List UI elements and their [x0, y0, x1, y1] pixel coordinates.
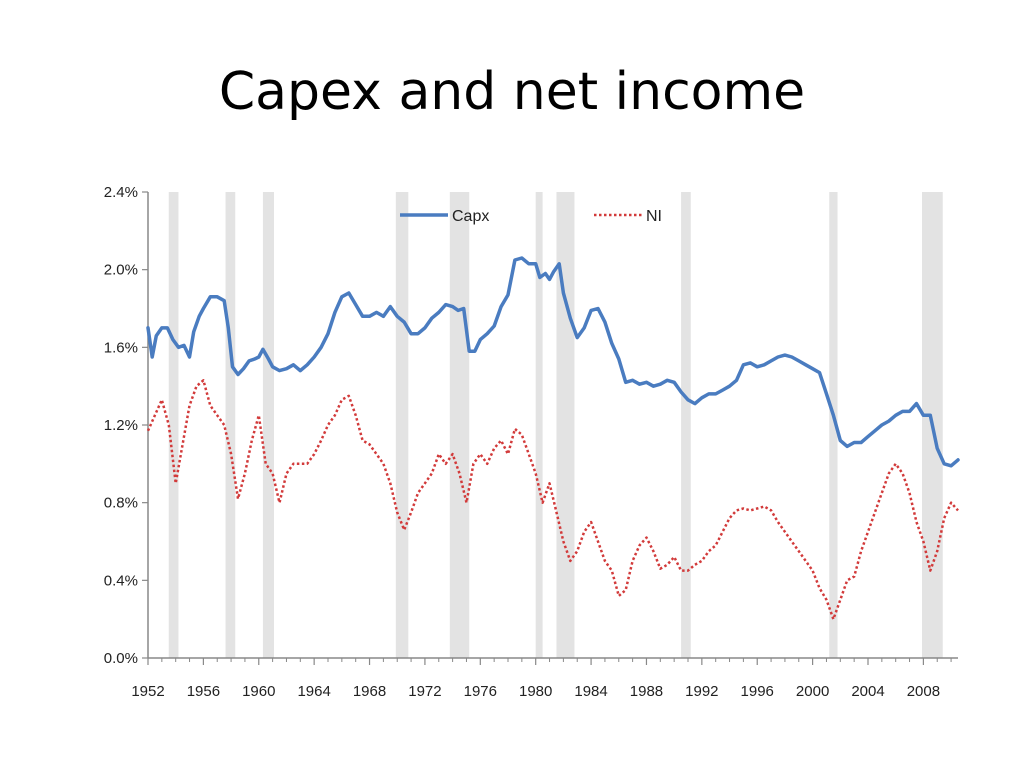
x-tick-label: 1968	[353, 683, 386, 700]
chart-axes: 0.0% 0.4% 0.8% 1.2% 1.6% 2.0% 2.4% 1952 1956 1960…	[104, 184, 958, 700]
recession-band	[225, 192, 236, 658]
x-tick-label: 2000	[796, 683, 829, 700]
chart-legend: Capx NI	[400, 208, 662, 225]
y-tick-label: 0.0%	[104, 650, 138, 667]
x-tick-label: 1980	[519, 683, 552, 700]
legend-label-ni: NI	[646, 208, 662, 225]
recession-bands	[168, 192, 943, 658]
recession-band	[556, 192, 575, 658]
x-tick-label: 1972	[408, 683, 441, 700]
x-tick-label: 2004	[851, 683, 884, 700]
recession-band	[449, 192, 470, 658]
recession-band	[829, 192, 838, 658]
series-line-ni	[146, 379, 959, 621]
y-tick-label: 0.8%	[104, 495, 138, 512]
x-tick-label: 1996	[741, 683, 774, 700]
recession-band	[535, 192, 543, 658]
y-tick-label: 2.4%	[104, 184, 138, 201]
x-tick-label: 2008	[907, 683, 940, 700]
x-tick-label: 1960	[242, 683, 275, 700]
y-tick-label: 2.0%	[104, 262, 138, 279]
legend-label-capx: Capx	[452, 208, 489, 225]
recession-band	[681, 192, 691, 658]
series-line-capx	[146, 256, 960, 468]
x-tick-label: 1988	[630, 683, 663, 700]
recession-band	[395, 192, 409, 658]
x-tick-label: 1952	[131, 683, 164, 700]
y-tick-label: 1.6%	[104, 339, 138, 356]
chart-series	[146, 256, 960, 621]
recession-band	[262, 192, 274, 658]
recession-band	[168, 192, 179, 658]
x-tick-label: 1984	[574, 683, 607, 700]
x-tick-label: 1956	[187, 683, 220, 700]
x-tick-label: 1976	[464, 683, 497, 700]
y-tick-label: 1.2%	[104, 417, 138, 434]
page-title: Capex and net income	[218, 62, 806, 122]
x-tick-label: 1992	[685, 683, 718, 700]
x-tick-label: 1964	[297, 683, 330, 700]
y-tick-label: 0.4%	[104, 572, 138, 589]
